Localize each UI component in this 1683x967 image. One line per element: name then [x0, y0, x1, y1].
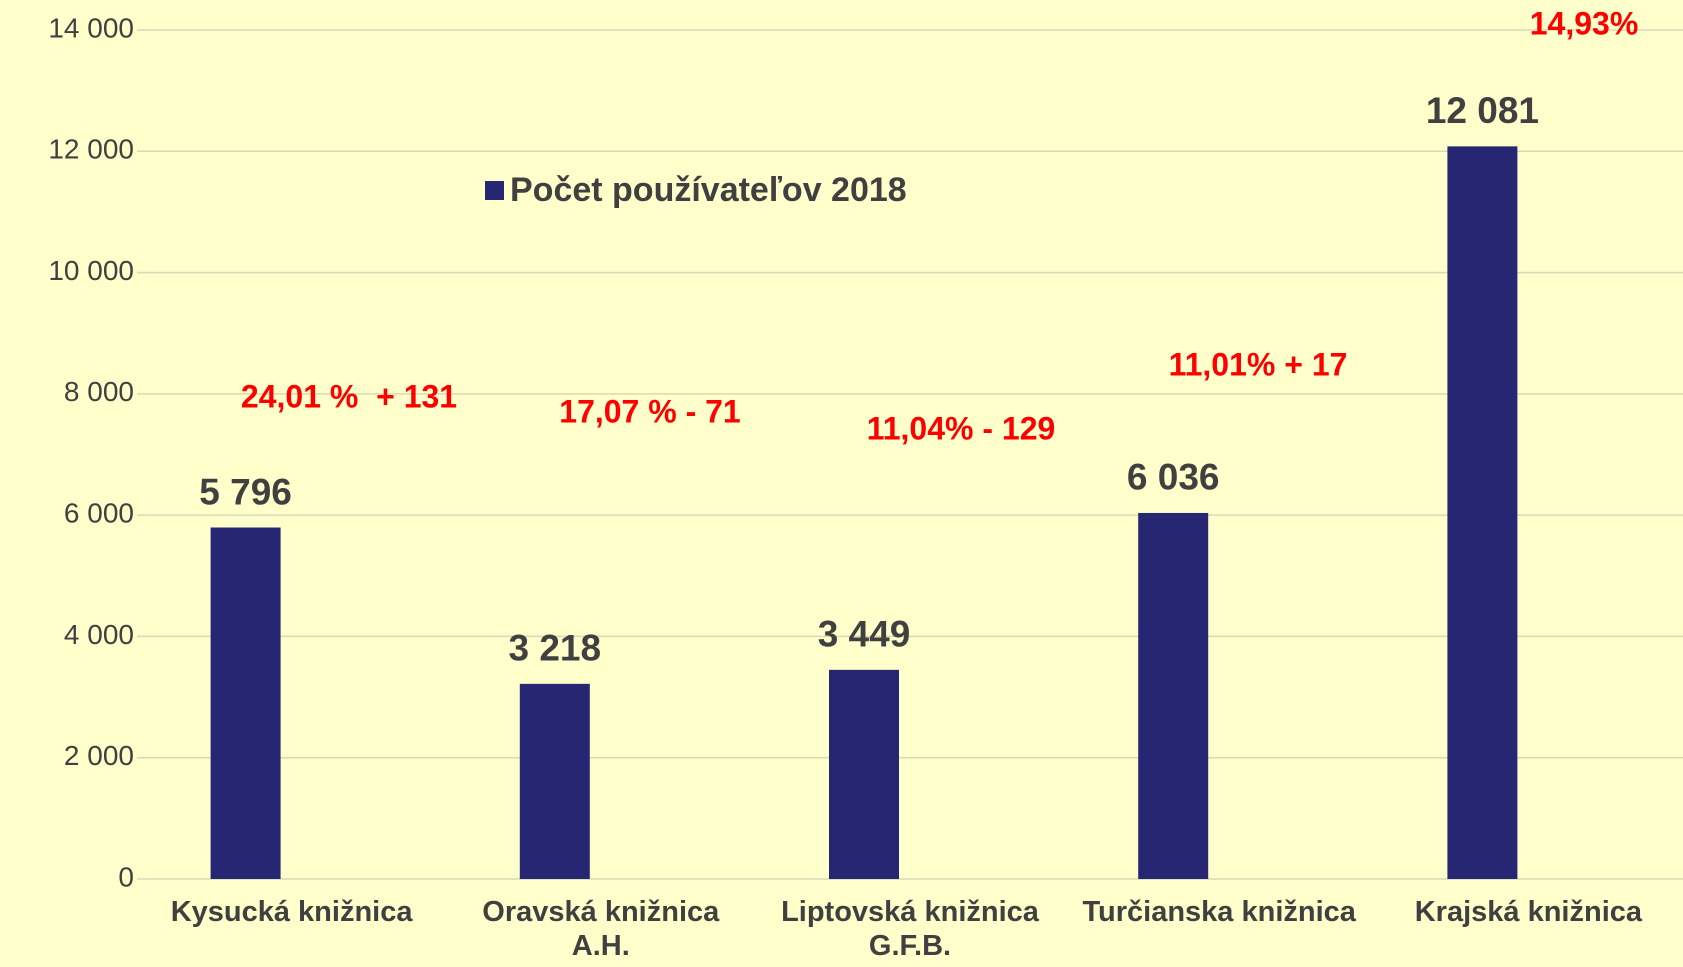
x-tick-label: Turčianska knižnica: [1082, 896, 1356, 928]
value-label: 3 449: [818, 614, 911, 655]
y-tick-label: 4 000: [64, 619, 134, 650]
bar: [1447, 146, 1518, 879]
x-tick-label: Krajská knižnica: [1414, 896, 1643, 928]
value-label: 3 218: [509, 628, 602, 669]
bar: [829, 669, 899, 879]
y-tick-label: 14 000: [48, 12, 134, 43]
y-tick-label: 0: [118, 861, 134, 892]
legend-label: Počet používateľov 2018: [510, 171, 907, 209]
y-tick-label: 10 000: [48, 255, 134, 286]
bar: [210, 527, 281, 879]
bar: [1138, 512, 1209, 879]
annotation: 24,01 % + 131: [241, 378, 457, 414]
y-tick-label: 6 000: [64, 498, 134, 529]
y-tick-label: 12 000: [48, 134, 134, 165]
legend-swatch: [485, 181, 504, 200]
annotation: 14,93%: [1530, 5, 1639, 41]
x-tick-label: Oravská knižnica A.H.: [482, 896, 720, 962]
annotation: 11,01% + 17: [1169, 346, 1348, 382]
y-tick-label: 8 000: [64, 376, 134, 407]
value-label: 5 796: [199, 471, 292, 512]
value-label: 6 036: [1127, 457, 1220, 498]
x-tick-label: Liptovská knižnica G.F.B.: [781, 896, 1039, 962]
annotation: 11,04% - 129: [867, 410, 1056, 446]
annotation: 17,07 % - 71: [559, 393, 740, 429]
y-tick-label: 2 000: [64, 740, 134, 771]
x-tick-label: Kysucká knižnica: [170, 896, 413, 928]
value-label: 12 081: [1426, 90, 1539, 131]
bar: [519, 683, 590, 879]
